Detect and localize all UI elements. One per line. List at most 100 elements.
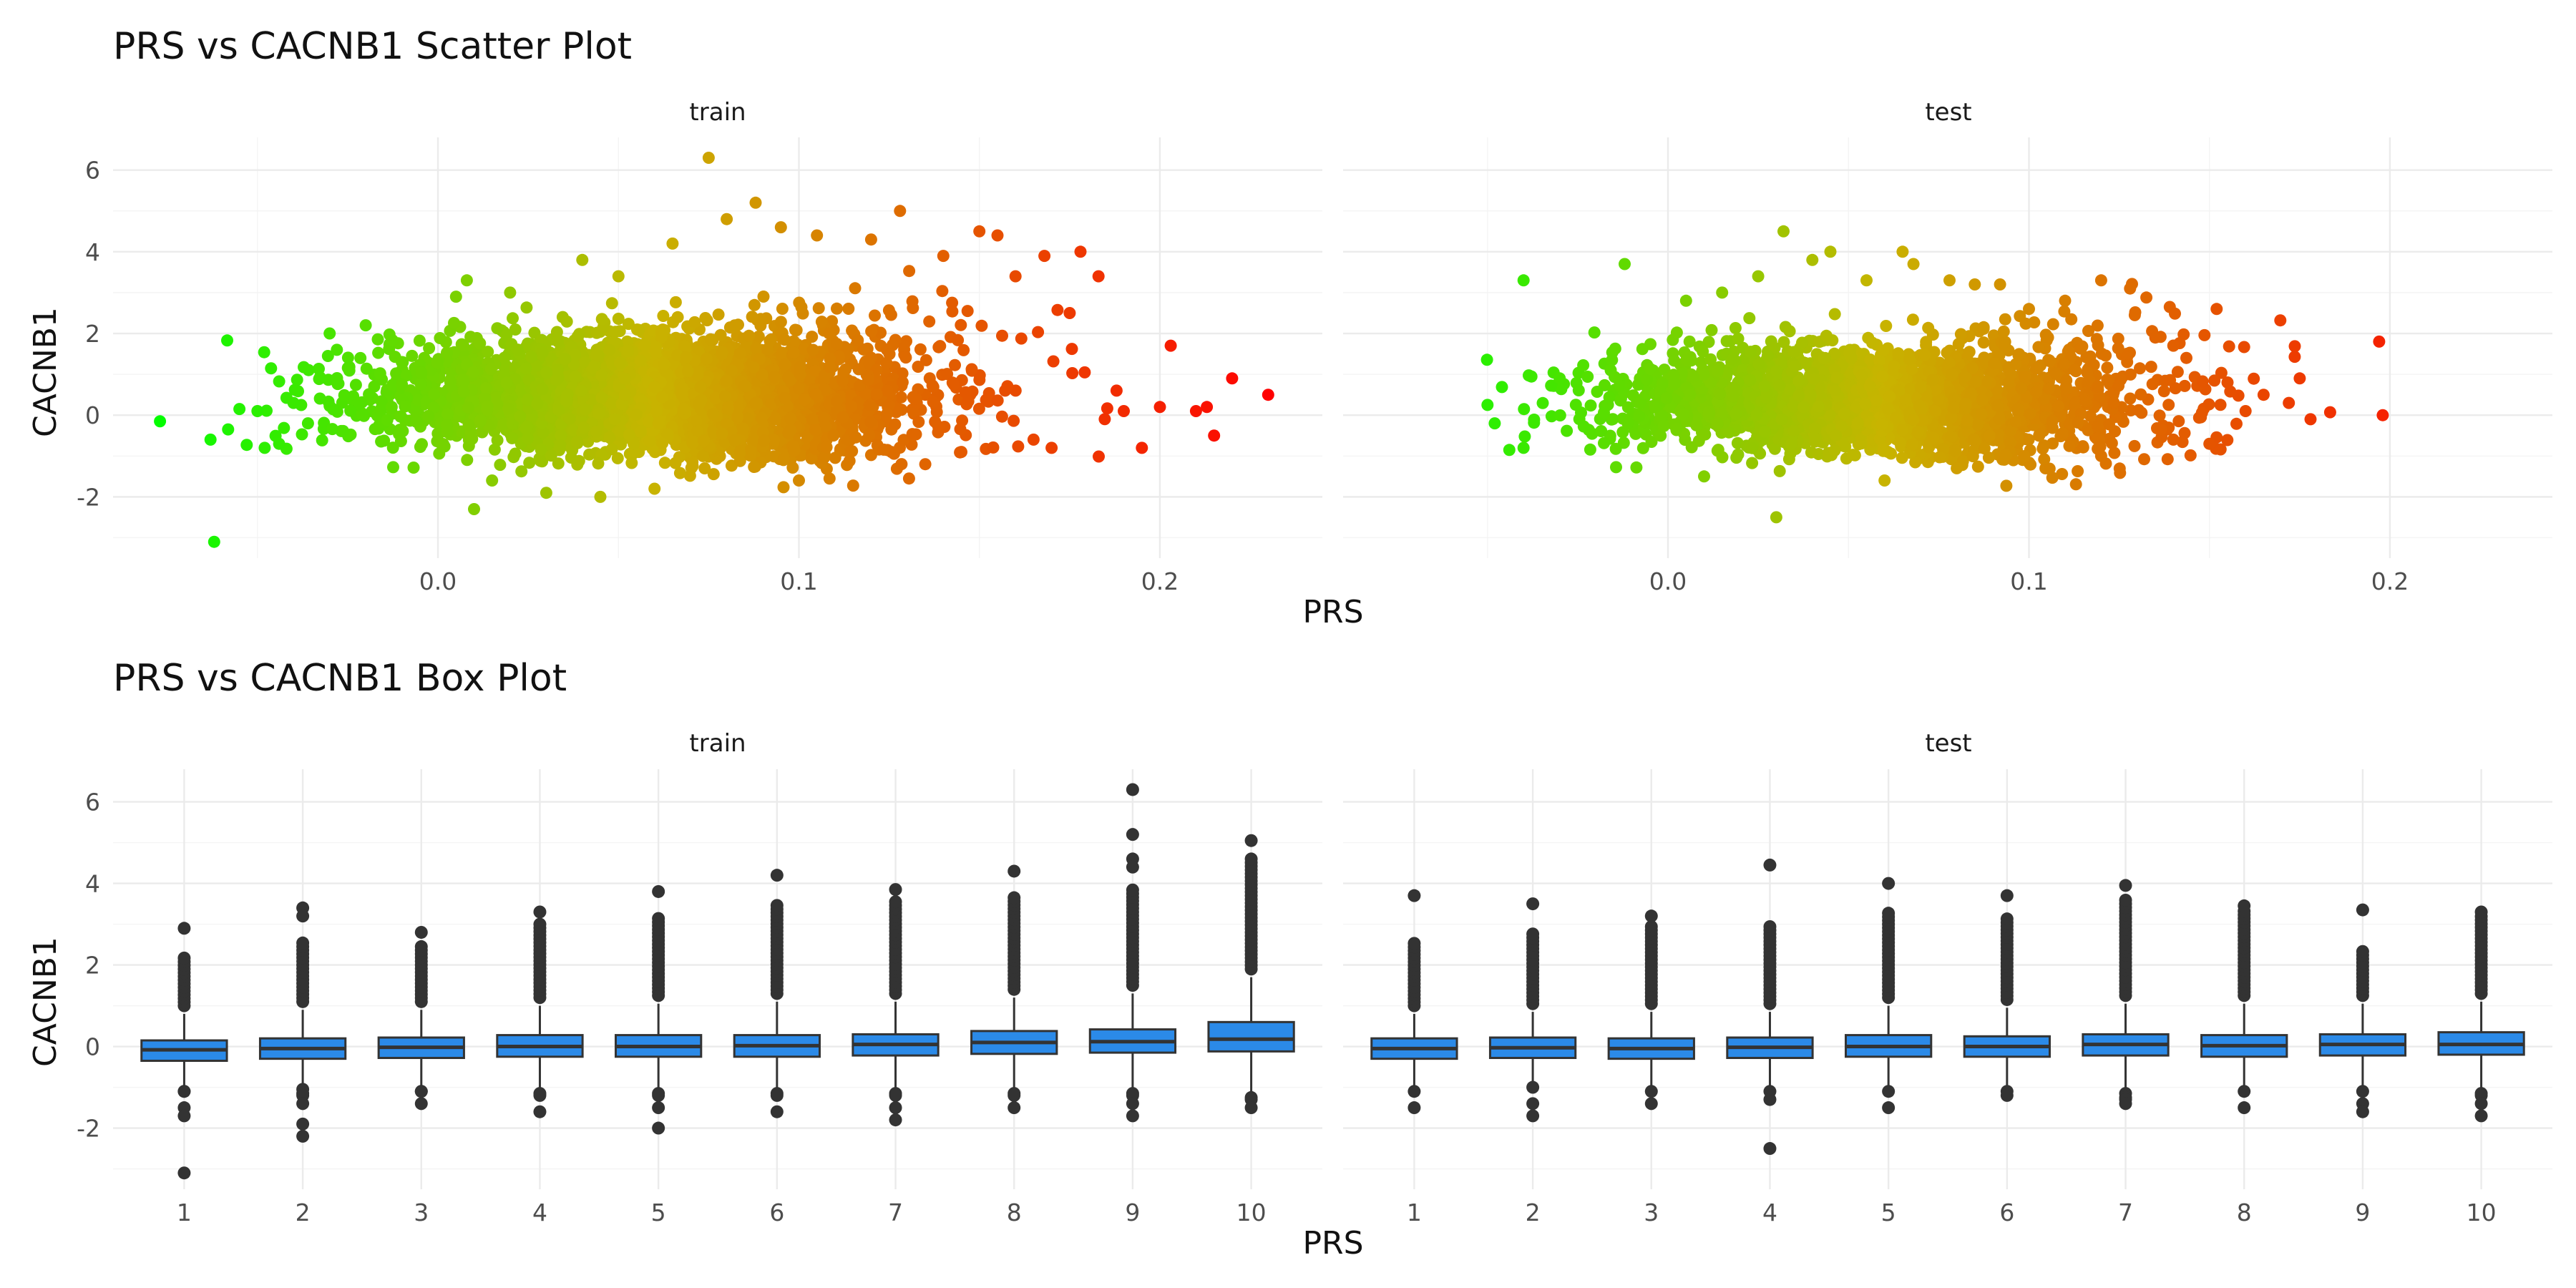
scatter-point	[1066, 367, 1079, 379]
scatter-point	[577, 421, 590, 434]
scatter-point	[1920, 336, 1933, 348]
scatter-point	[694, 381, 707, 394]
scatter-point	[1063, 307, 1076, 319]
scatter-point	[381, 414, 394, 426]
scatter-point	[416, 438, 428, 451]
scatter-point	[531, 397, 544, 410]
scatter-point	[716, 427, 728, 440]
scatter-point	[486, 474, 499, 487]
scatter-point	[363, 388, 376, 401]
scatter-point	[648, 381, 661, 394]
scatter-point	[946, 305, 959, 318]
scatter-point	[511, 343, 524, 356]
scatter-point	[750, 342, 763, 354]
scatter-point	[863, 428, 876, 441]
scatter-point	[788, 444, 801, 457]
scatter-point	[655, 326, 668, 339]
scatter-point	[843, 454, 856, 467]
scatter-point	[955, 318, 967, 331]
scatter-point	[371, 333, 384, 346]
scatter-point	[592, 349, 605, 362]
scatter-point	[2157, 385, 2170, 398]
scatter-point	[612, 313, 625, 325]
scatter-point	[747, 361, 760, 374]
scatter-point	[752, 330, 765, 343]
scatter-points-train	[154, 152, 1274, 548]
scatter-point	[374, 367, 386, 380]
scatter-point	[707, 407, 720, 420]
scatter-point	[1705, 323, 1718, 336]
scatter-point	[2221, 434, 2234, 447]
scatter-point	[827, 429, 840, 442]
scatter-point	[725, 364, 738, 377]
scatter-point	[962, 395, 975, 408]
scatter-point	[790, 324, 803, 336]
scatter-point	[515, 465, 528, 478]
scatter-point	[460, 274, 473, 287]
scatter-point	[625, 457, 638, 469]
scatter-point	[479, 381, 492, 394]
scatter-point	[343, 364, 356, 377]
scatter-point	[864, 399, 877, 411]
scatter-point	[777, 481, 790, 494]
scatter-point	[701, 352, 713, 365]
scatter-point	[830, 338, 843, 351]
scatter-point	[704, 333, 717, 346]
scatter-point	[774, 316, 787, 328]
scatter-point	[686, 456, 699, 469]
scatter-point	[614, 356, 626, 369]
scatter-point	[961, 305, 974, 318]
scatter-point	[906, 295, 919, 308]
scatter-point	[991, 394, 1004, 407]
scatter-point	[793, 474, 805, 487]
scatter-point	[500, 328, 513, 341]
scatter-point	[488, 443, 501, 456]
scatter-point	[812, 302, 825, 315]
scatter-point	[287, 396, 300, 409]
scatter-point	[360, 362, 373, 375]
scatter-point	[881, 408, 893, 421]
scatter-point	[882, 304, 895, 317]
scatter-point	[326, 423, 338, 436]
scatter-point	[774, 221, 787, 234]
scatter-point	[522, 432, 535, 445]
scatter-point	[302, 364, 315, 376]
scatter-point	[563, 412, 576, 425]
scatter-point	[784, 424, 797, 436]
scatter-point	[947, 378, 960, 391]
scatter-point	[738, 379, 751, 392]
scatter-point	[383, 328, 396, 341]
scatter-point	[864, 416, 877, 428]
scatter-point	[612, 270, 625, 283]
scatter-point	[749, 196, 762, 209]
scatter-point	[385, 401, 398, 414]
scatter-point	[2101, 361, 2114, 374]
scatter-point	[349, 379, 362, 391]
scatter-point	[809, 388, 822, 401]
scatter-point	[919, 353, 932, 366]
scatter-point	[571, 435, 583, 448]
scatter-point	[899, 351, 912, 364]
scatter-strip-test: test	[1925, 98, 1971, 127]
scatter-point	[786, 462, 799, 474]
scatter-point	[337, 424, 349, 437]
scatter-point	[407, 462, 420, 474]
scatter-point	[457, 385, 470, 398]
scatter-point	[461, 454, 474, 467]
scatter-point	[410, 416, 423, 428]
scatter-point	[845, 400, 858, 413]
scatter-point	[698, 462, 711, 474]
scatter-point	[540, 487, 552, 499]
scatter-point	[630, 408, 643, 421]
scatter-point	[829, 452, 841, 464]
scatter-point	[258, 346, 270, 358]
scatter-point	[757, 291, 770, 303]
scatter-point	[1118, 405, 1130, 417]
scatter-point	[937, 250, 950, 263]
scatter-point	[894, 205, 907, 218]
scatter-point	[1074, 245, 1087, 258]
scatter-point	[746, 311, 758, 323]
scatter-point	[551, 364, 564, 376]
scatter-point	[648, 482, 661, 495]
